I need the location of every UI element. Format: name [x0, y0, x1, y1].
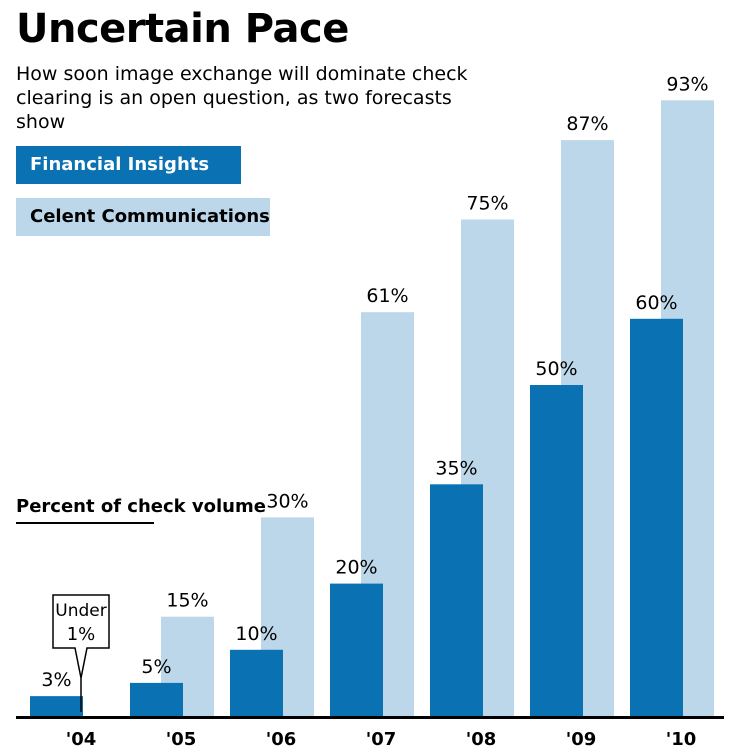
x-tick-label-2: '06 — [266, 729, 297, 750]
legend-celent-communications: Celent Communications — [16, 198, 270, 236]
data-label-celent-5: 87% — [566, 113, 608, 135]
data-label-financial-insights-3: 20% — [335, 557, 377, 579]
data-label-celent-2: 30% — [266, 490, 308, 512]
x-tick-label-1: '05 — [166, 729, 197, 750]
x-tick-label-6: '10 — [666, 729, 697, 750]
data-label-financial-insights-2: 10% — [235, 623, 277, 645]
data-label-celent-4: 75% — [466, 193, 508, 215]
legend-financial-insights: Financial Insights — [16, 146, 241, 184]
x-tick-label-5: '09 — [566, 729, 597, 750]
x-tick-label-0: '04 — [66, 729, 97, 750]
bar-financial-insights-1 — [130, 682, 183, 716]
chart-title: Uncertain Pace — [16, 6, 349, 52]
chart-subtitle: How soon image exchange will dominate ch… — [16, 63, 468, 133]
bar-financial-insights-5 — [530, 385, 583, 716]
x-axis-baseline — [16, 716, 724, 719]
data-label-financial-insights-0: 3% — [41, 669, 71, 691]
data-label-celent-1: 15% — [166, 590, 208, 612]
callout-text-line1: Under — [55, 601, 106, 621]
data-label-celent-6: 93% — [666, 73, 708, 95]
data-label-financial-insights-5: 50% — [535, 358, 577, 380]
x-tick-label-4: '08 — [466, 729, 497, 750]
data-label-financial-insights-6: 60% — [635, 292, 677, 314]
bar-financial-insights-4 — [430, 484, 483, 716]
x-tick-label-3: '07 — [366, 729, 397, 750]
data-label-financial-insights-4: 35% — [435, 457, 477, 479]
callout-text-line2: 1% — [67, 624, 96, 645]
bar-financial-insights-6 — [630, 318, 683, 716]
data-label-financial-insights-1: 5% — [141, 656, 171, 678]
bar-financial-insights-3 — [330, 583, 383, 716]
bar-financial-insights-0 — [30, 696, 83, 716]
under-1-percent-callout — [52, 594, 110, 679]
data-label-celent-3: 61% — [366, 285, 408, 307]
bar-financial-insights-2 — [230, 649, 283, 716]
